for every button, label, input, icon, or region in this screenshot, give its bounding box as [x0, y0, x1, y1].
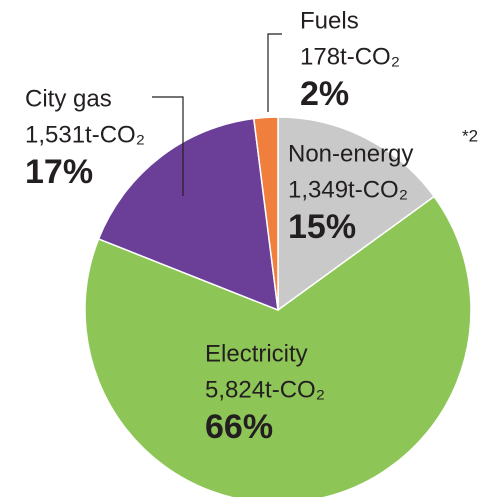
percent-label: 2% — [300, 75, 349, 113]
percent-label: 66% — [205, 408, 273, 446]
slice-label: City gas — [25, 85, 112, 112]
amount-label: 1,531t-CO₂ — [25, 121, 145, 148]
pie-slice — [84, 195, 472, 497]
percent-label: 17% — [25, 153, 93, 191]
pie — [84, 116, 472, 497]
leader-line — [267, 33, 282, 112]
slice-label: Non-energy — [288, 140, 413, 167]
amount-label: 178t-CO₂ — [300, 43, 400, 70]
slice-label: Fuels — [300, 7, 359, 34]
annotation: *2 — [462, 126, 478, 145]
leader-line — [152, 96, 184, 196]
slice-label: Electricity — [205, 340, 308, 367]
percent-label: 15% — [288, 208, 356, 246]
pie-slice — [97, 117, 279, 312]
pie-slice — [277, 116, 436, 312]
amount-label: 5,824t-CO₂ — [205, 376, 325, 403]
pie-slice — [252, 116, 279, 311]
amount-label: 1,349t-CO₂ — [288, 176, 408, 203]
